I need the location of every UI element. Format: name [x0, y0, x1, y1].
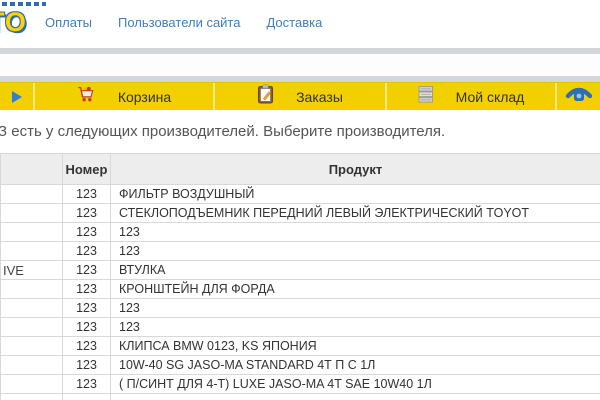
- number-cell: 123: [62, 336, 111, 356]
- manufacturer-cell: [0, 222, 63, 242]
- separator-band-bottom: [0, 76, 600, 82]
- collapse-toolbar-button[interactable]: [0, 83, 33, 110]
- number-cell: 123: [62, 298, 111, 318]
- product-cell: ВТУЛКА: [110, 260, 600, 280]
- nav-link-site-users[interactable]: Пользователи сайта: [117, 15, 241, 30]
- number-cell: 123: [62, 279, 111, 299]
- number-cell: 123: [62, 222, 111, 242]
- phone-icon: [564, 83, 594, 110]
- table-row[interactable]: 123 КЛИПСА BMW 0123, KS ЯПОНИЯ: [0, 336, 600, 356]
- nav-link-delivery[interactable]: Доставка: [266, 15, 323, 30]
- table-row[interactable]: 123( П/СИНТ ДЛЯ 4-Т) LUXE JASO-MA 4T SAE…: [0, 374, 600, 394]
- logo-tagline: [2, 2, 46, 6]
- manufacturer-cell: [0, 336, 63, 356]
- warehouse-icon: [418, 85, 434, 109]
- manufacturer-cell: [0, 241, 63, 261]
- product-cell: 123: [110, 222, 600, 242]
- play-icon: [11, 90, 22, 103]
- product-cell: КРОНШТЕЙН ДЛЯ ФОРДА: [110, 279, 600, 299]
- separator-gap: [0, 54, 600, 76]
- site-header: ТО Оплаты Пользователи сайта Доставка: [0, 0, 600, 48]
- manufacturer-cell: [0, 374, 63, 394]
- column-header-number: Номер: [62, 153, 111, 185]
- table-row[interactable]: 123 123: [0, 298, 600, 318]
- column-header-product: Продукт: [110, 153, 600, 185]
- site-logo[interactable]: ТО: [0, 2, 46, 38]
- product-cell: ФИЛЬТР ВОЗДУШНЫЙ: [110, 184, 600, 204]
- product-cell: СТЕКЛОПОДЪЕМНИК ПЕРЕДНИЙ ЛЕВЫЙ ЭЛЕКТРИЧЕ…: [110, 203, 600, 223]
- separator-band-top: [0, 48, 600, 54]
- orders-button[interactable]: Заказы: [213, 83, 385, 110]
- number-cell: 123: [62, 241, 111, 261]
- number-cell: 123: [62, 184, 111, 204]
- number-cell: 123: [62, 203, 111, 223]
- product-cell: 123: [110, 298, 600, 318]
- manufacturer-cell: [0, 298, 63, 318]
- table-header-row: Номер Продукт: [0, 153, 600, 185]
- page-title: З есть у следующих производителей. Выбер…: [0, 123, 446, 140]
- product-cell: 123: [110, 317, 600, 337]
- my-stock-button[interactable]: Мой склад: [385, 83, 555, 110]
- table-row[interactable]: IVE 123 ВТУЛКА: [0, 260, 600, 280]
- main-toolbar: Корзина Заказы Мой склад: [0, 82, 600, 110]
- table-row[interactable]: 123 ФИЛЬТР ВОЗДУШНЫЙ: [0, 184, 600, 204]
- manufacturer-cell: [0, 317, 63, 337]
- table-row[interactable]: 123 123: [0, 241, 600, 261]
- cart-icon: [77, 85, 96, 109]
- logo-text: ТО: [0, 7, 27, 37]
- product-cell: 10W-40 SG JASO-MA STANDARD 4Т П С 1Л: [110, 355, 600, 375]
- top-nav: Оплаты Пользователи сайта Доставка: [45, 15, 322, 30]
- cart-button-label: Корзина: [117, 88, 172, 105]
- number-cell: 123: [62, 260, 111, 280]
- number-cell: 123: [62, 355, 111, 375]
- orders-button-label: Заказы: [296, 88, 343, 105]
- manufacturer-cell: [0, 279, 63, 299]
- manufacturer-cell: [0, 184, 63, 204]
- manufacturers-table: Номер Продукт 123 ФИЛЬТР ВОЗДУШНЫЙ 123 СТЕК…: [0, 153, 600, 400]
- product-cell: ( П/СИНТ ДЛЯ 4-Т) LUXE JASO-MA 4T SAE 10…: [110, 374, 600, 394]
- manufacturer-cell: [0, 203, 63, 223]
- table-row[interactable]: 123 123: [0, 222, 600, 242]
- clipboard-icon: [257, 84, 274, 109]
- table-row[interactable]: 123 СТЕКЛОПОДЪЕМНИК ПЕРЕДНИЙ ЛЕВЫЙ ЭЛЕКТР…: [0, 203, 600, 223]
- number-cell: 123: [62, 317, 111, 337]
- phone-contact-button[interactable]: [555, 83, 600, 110]
- cart-button[interactable]: Корзина: [33, 83, 213, 110]
- number-cell: 123: [62, 374, 111, 394]
- nav-link-payments[interactable]: Оплаты: [45, 15, 92, 30]
- manufacturer-cell: [0, 355, 63, 375]
- product-cell: КЛИПСА BMW 0123, KS ЯПОНИЯ: [110, 336, 600, 356]
- table-row[interactable]: 123 123: [0, 317, 600, 337]
- product-cell: 123: [110, 241, 600, 261]
- parts-table-body: 123 ФИЛЬТР ВОЗДУШНЫЙ 123 СТЕКЛОПОДЪЕМНИК ПЕ…: [0, 184, 600, 394]
- column-header-manufacturer: [0, 153, 63, 185]
- manufacturer-cell: IVE: [0, 260, 63, 280]
- table-row-partial: [0, 393, 600, 400]
- table-row[interactable]: 123 10W-40 SG JASO-MA STANDARD 4Т П С 1Л: [0, 355, 600, 375]
- my-stock-button-label: Мой склад: [455, 88, 525, 105]
- table-row[interactable]: 123 КРОНШТЕЙН ДЛЯ ФОРДА: [0, 279, 600, 299]
